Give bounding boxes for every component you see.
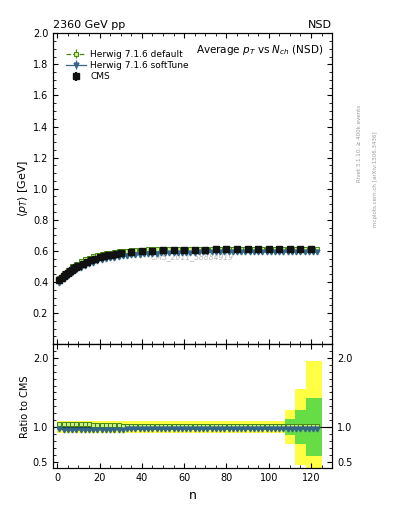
- Text: mcplots.cern.ch [arXiv:1306.3436]: mcplots.cern.ch [arXiv:1306.3436]: [373, 132, 378, 227]
- Y-axis label: Ratio to CMS: Ratio to CMS: [20, 375, 30, 438]
- Text: 2360 GeV pp: 2360 GeV pp: [53, 19, 125, 30]
- Text: NSD: NSD: [308, 19, 332, 30]
- Text: Rivet 3.1.10, ≥ 400k events: Rivet 3.1.10, ≥ 400k events: [357, 105, 362, 182]
- Legend: Herwig 7.1.6 default, Herwig 7.1.6 softTune, CMS: Herwig 7.1.6 default, Herwig 7.1.6 softT…: [63, 47, 191, 84]
- X-axis label: n: n: [189, 489, 196, 502]
- Text: CMS_2011_S8884919: CMS_2011_S8884919: [151, 252, 234, 262]
- Text: Average $p_T$ vs $N_{ch}$ (NSD): Average $p_T$ vs $N_{ch}$ (NSD): [196, 42, 324, 57]
- Y-axis label: $\langle p_T \rangle$ [GeV]: $\langle p_T \rangle$ [GeV]: [16, 160, 30, 217]
